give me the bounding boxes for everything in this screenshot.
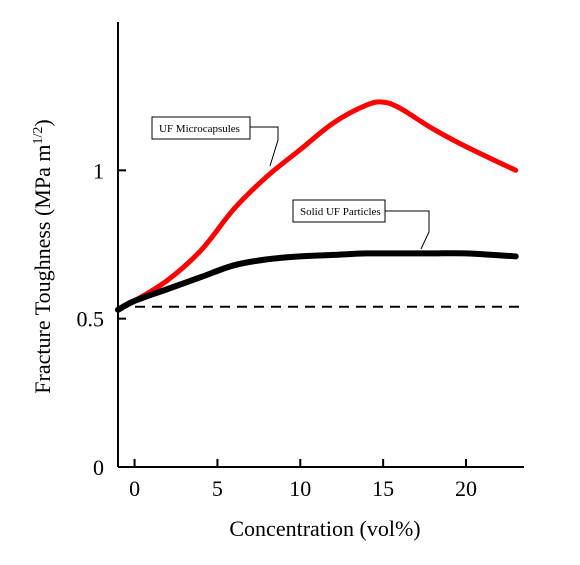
x-tick-label: 15	[372, 476, 394, 501]
callout-leader-solid-particles	[385, 210, 430, 250]
y-tick-label: 1	[93, 158, 104, 183]
x-axis-title: Concentration (vol%)	[229, 516, 420, 541]
series-line-uf-microcapsules	[115, 99, 519, 313]
callout-label-solid-particles: Solid UF Particles	[300, 206, 381, 218]
y-tick-label: 0	[93, 455, 104, 480]
y-axis-title-main: Fracture Toughness (MPa m	[30, 145, 55, 394]
y-tick-label: 0.5	[77, 307, 105, 332]
x-tick-label: 10	[289, 476, 311, 501]
y-axis-title-superscript: 1/2	[31, 127, 46, 145]
legend-callout-microcapsules: UF Microcapsules	[151, 116, 279, 167]
series-line-solid-uf-particles	[115, 250, 519, 313]
x-tick-label: 5	[212, 476, 223, 501]
legend-callout-solid-particles: Solid UF Particles	[292, 199, 430, 250]
y-axis-title: Fracture Toughness (MPa m1/2)	[30, 119, 55, 393]
x-tick-label: 0	[129, 476, 140, 501]
callout-box-microcapsules	[151, 116, 251, 140]
y-axis-title-close: )	[30, 119, 55, 126]
plot-area: 0 5 10 15 20 0 0.5 1	[77, 22, 524, 501]
x-tick-label: 20	[455, 476, 477, 501]
callout-leader-microcapsules	[250, 126, 279, 167]
callout-label-microcapsules: UF Microcapsules	[159, 123, 240, 135]
